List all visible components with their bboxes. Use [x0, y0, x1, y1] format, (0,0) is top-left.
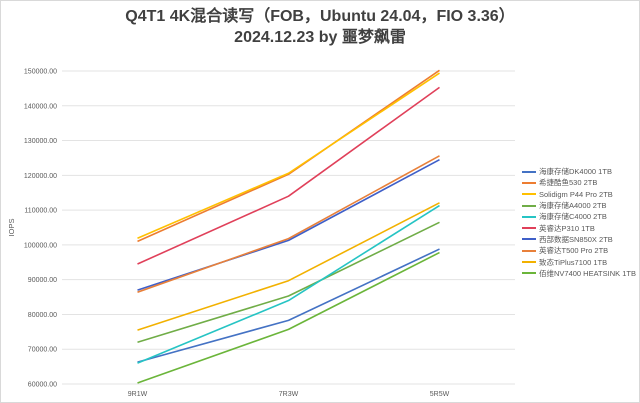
- legend-item: 西部数据SN850X 2TB: [522, 234, 636, 245]
- legend-item: 英睿达T500 Pro 2TB: [522, 245, 636, 256]
- legend: 海康存储DK4000 1TB 希捷酷鱼530 2TB Solidigm P44 Pr…: [522, 166, 636, 279]
- legend-swatch: [522, 193, 536, 196]
- x-tick-label: 5R5W: [430, 391, 450, 398]
- legend-swatch: [522, 181, 536, 184]
- legend-swatch: [522, 227, 536, 230]
- y-tick-label: 70000.00: [28, 347, 57, 354]
- legend-item: 海康存储DK4000 1TB: [522, 166, 636, 177]
- series-line-2: [137, 69, 440, 243]
- y-tick-label: 80000.00: [28, 312, 57, 319]
- y-tick-label: 100000.00: [24, 242, 57, 249]
- y-tick-label: 140000.00: [24, 103, 57, 110]
- legend-label: 海康存储DK4000 1TB: [539, 167, 612, 177]
- legend-item: 希捷酷鱼530 2TB: [522, 177, 636, 188]
- y-tick-label: 110000.00: [24, 208, 57, 215]
- legend-swatch: [522, 272, 536, 275]
- y-tick-label: 60000.00: [28, 382, 57, 389]
- legend-swatch: [522, 238, 536, 241]
- y-axis-label: IOPS: [7, 219, 16, 237]
- chart-title: Q4T1 4K混合读写（FOB，Ubuntu 24.04，FIO 3.36） 2…: [0, 6, 640, 48]
- series-line-3: [137, 72, 440, 240]
- legend-label: 希捷酷鱼530 2TB: [539, 178, 598, 188]
- legend-label: 致态TiPlus7100 1TB: [539, 257, 608, 267]
- legend-label: 英睿达T500 Pro 2TB: [539, 246, 609, 256]
- legend-item: 海康存储A4000 2TB: [522, 200, 636, 211]
- subtitle-line: 2024.12.23 by 噩梦飙雷: [234, 29, 406, 46]
- legend-label: 海康存储C4000 2TB: [539, 212, 607, 222]
- legend-swatch: [522, 170, 536, 173]
- legend-label: 佰维NV7400 HEATSINK 1TB: [539, 268, 636, 278]
- legend-item: 英睿达P310 1TB: [522, 222, 636, 233]
- legend-item: 致态TiPlus7100 1TB: [522, 256, 636, 267]
- series-line-6: [137, 86, 440, 265]
- series-line-1: [137, 248, 440, 363]
- title-line: Q4T1 4K混合读写（FOB，Ubuntu 24.04，FIO 3.36）: [125, 8, 515, 25]
- series-line-8: [137, 155, 440, 293]
- y-tick-label: 120000.00: [24, 173, 57, 180]
- legend-swatch: [522, 215, 536, 218]
- legend-label: 英睿达P310 1TB: [539, 223, 595, 233]
- legend-label: 西部数据SN850X 2TB: [539, 234, 613, 244]
- legend-item: Solidigm P44 Pro 2TB: [522, 189, 636, 200]
- series-line-10: [137, 251, 440, 384]
- legend-label: Solidigm P44 Pro 2TB: [539, 189, 613, 199]
- series-line-5: [137, 204, 440, 364]
- legend-item: 海康存储C4000 2TB: [522, 211, 636, 222]
- series-line-4: [137, 221, 440, 344]
- x-tick-label: 9R1W: [128, 391, 148, 398]
- legend-swatch: [522, 204, 536, 207]
- y-tick-label: 130000.00: [24, 138, 57, 145]
- y-tick-label: 150000.00: [24, 69, 57, 76]
- y-tick-label: 90000.00: [28, 277, 57, 284]
- legend-item: 佰维NV7400 HEATSINK 1TB: [522, 268, 636, 279]
- legend-label: 海康存储A4000 2TB: [539, 201, 607, 211]
- series-line-9: [137, 202, 440, 331]
- legend-swatch: [522, 261, 536, 264]
- x-tick-label: 7R3W: [279, 391, 299, 398]
- legend-swatch: [522, 249, 536, 252]
